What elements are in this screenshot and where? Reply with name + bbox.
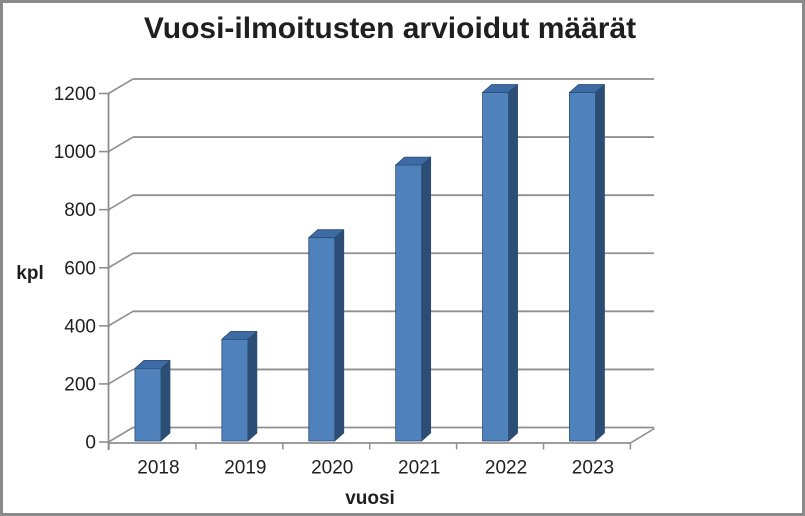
x-axis-category-label: 2022 bbox=[485, 458, 527, 479]
bar-front-face bbox=[134, 367, 162, 442]
bar-2020 bbox=[308, 229, 345, 442]
bar-side-face bbox=[334, 229, 345, 442]
y-axis-tick-label: 1200 bbox=[54, 84, 96, 105]
x-axis-category-label: 2020 bbox=[311, 458, 353, 479]
x-axis-category-label: 2023 bbox=[572, 458, 614, 479]
x-axis-category-label: 2021 bbox=[398, 458, 440, 479]
y-axis-tick-label: 400 bbox=[64, 316, 96, 337]
gridline-depth-connector bbox=[108, 310, 134, 327]
gridline-depth-connector bbox=[108, 426, 134, 443]
gridline-depth-connector bbox=[108, 78, 134, 95]
bar-2018 bbox=[134, 359, 171, 442]
bar-2023 bbox=[569, 84, 605, 442]
gridline-depth-connector bbox=[108, 368, 134, 385]
bar-side-face bbox=[421, 156, 432, 442]
bar-side-face bbox=[247, 330, 258, 442]
x-axis-category-label: 2018 bbox=[137, 458, 179, 479]
gridline-depth-connector bbox=[108, 252, 134, 269]
x-axis-category-label: 2019 bbox=[224, 458, 266, 479]
gridline-depth-connector bbox=[108, 194, 134, 211]
gridline-depth-connector bbox=[108, 136, 134, 153]
bar-side-face bbox=[160, 359, 171, 442]
bar-front-face bbox=[569, 92, 596, 442]
y-axis-tick-label: 600 bbox=[64, 258, 96, 279]
y-axis-tick-label: 800 bbox=[64, 200, 96, 221]
x-axis-labels-group: 2018 2019 2020 2021 2022 2023 bbox=[137, 458, 614, 479]
y-axis-tick-label: 0 bbox=[85, 433, 96, 454]
y-axis-labels-group: 0 200 400 600 800 1000 1200 bbox=[54, 84, 96, 454]
floor-right-edge bbox=[629, 427, 655, 444]
x-axis-title: vuosi bbox=[345, 488, 395, 509]
y-axis-tick-label: 1000 bbox=[54, 142, 96, 163]
bar-side-face bbox=[595, 84, 605, 442]
gridlines-group bbox=[99, 78, 654, 443]
bar-front-face bbox=[482, 92, 509, 442]
bar-2022 bbox=[482, 84, 518, 442]
bar-2019 bbox=[221, 330, 258, 442]
axes-group bbox=[107, 92, 655, 450]
y-axis-title: kpl bbox=[16, 263, 43, 284]
bar-front-face bbox=[221, 338, 249, 442]
bar-front-face bbox=[308, 237, 336, 442]
bar-front-face bbox=[395, 164, 423, 442]
chart-title: Vuosi-ilmoitusten arvioidut määrät bbox=[144, 12, 636, 45]
bars-group bbox=[134, 84, 605, 442]
bar-side-face bbox=[508, 84, 518, 442]
y-axis-tick-label: 200 bbox=[64, 374, 96, 395]
bar-2021 bbox=[395, 156, 432, 442]
